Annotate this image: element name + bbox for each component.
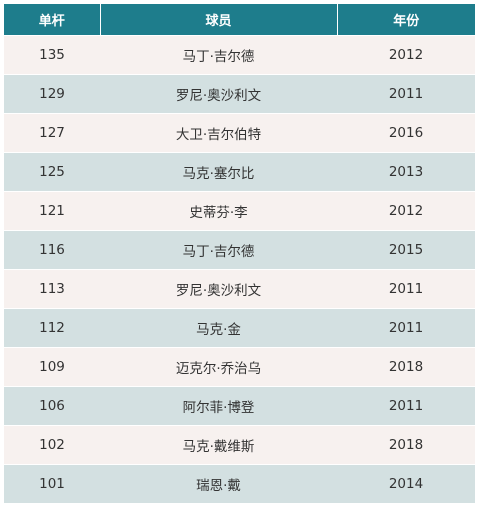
breaks-table: 单杆 球员 年份 135 马丁·吉尔德 2012 129 罗尼·奥沙利文 2011 127 大… bbox=[4, 4, 475, 503]
header-player: 球员 bbox=[100, 4, 338, 36]
cell-player: 罗尼·奥沙利文 bbox=[100, 74, 337, 114]
cell-year: 2012 bbox=[337, 191, 475, 231]
cell-player: 马克·戴维斯 bbox=[100, 425, 337, 465]
table-row: 129 罗尼·奥沙利文 2011 bbox=[4, 74, 475, 114]
cell-score: 101 bbox=[4, 464, 100, 503]
cell-player: 马克·金 bbox=[100, 308, 337, 348]
breaks-table-container: 单杆 球员 年份 135 马丁·吉尔德 2012 129 罗尼·奥沙利文 2011 127 大… bbox=[4, 4, 475, 503]
cell-score: 113 bbox=[4, 269, 100, 309]
cell-score: 109 bbox=[4, 347, 100, 387]
table-row: 101 瑞恩·戴 2014 bbox=[4, 464, 475, 503]
table-row: 127 大卫·吉尔伯特 2016 bbox=[4, 113, 475, 153]
table-row: 113 罗尼·奥沙利文 2011 bbox=[4, 269, 475, 309]
cell-score: 121 bbox=[4, 191, 100, 231]
cell-score: 135 bbox=[4, 35, 100, 75]
cell-year: 2011 bbox=[337, 308, 475, 348]
cell-year: 2018 bbox=[337, 347, 475, 387]
cell-player: 大卫·吉尔伯特 bbox=[100, 113, 337, 153]
cell-year: 2014 bbox=[337, 464, 475, 503]
table-row: 125 马克·塞尔比 2013 bbox=[4, 152, 475, 192]
header-year: 年份 bbox=[337, 4, 475, 36]
cell-score: 116 bbox=[4, 230, 100, 270]
cell-player: 瑞恩·戴 bbox=[100, 464, 337, 503]
table-body: 135 马丁·吉尔德 2012 129 罗尼·奥沙利文 2011 127 大卫·吉尔伯特 201… bbox=[4, 35, 475, 503]
cell-year: 2018 bbox=[337, 425, 475, 465]
cell-year: 2015 bbox=[337, 230, 475, 270]
cell-player: 罗尼·奥沙利文 bbox=[100, 269, 337, 309]
header-score: 单杆 bbox=[4, 4, 101, 36]
table-row: 106 阿尔菲·博登 2011 bbox=[4, 386, 475, 426]
cell-year: 2012 bbox=[337, 35, 475, 75]
cell-score: 112 bbox=[4, 308, 100, 348]
table-row: 102 马克·戴维斯 2018 bbox=[4, 425, 475, 465]
cell-player: 马丁·吉尔德 bbox=[100, 35, 337, 75]
cell-score: 102 bbox=[4, 425, 100, 465]
cell-year: 2011 bbox=[337, 74, 475, 114]
cell-score: 129 bbox=[4, 74, 100, 114]
header-row: 单杆 球员 年份 bbox=[4, 4, 475, 36]
table-row: 116 马丁·吉尔德 2015 bbox=[4, 230, 475, 270]
table-row: 109 迈克尔·乔治乌 2018 bbox=[4, 347, 475, 387]
table-row: 121 史蒂芬·李 2012 bbox=[4, 191, 475, 231]
cell-player: 马克·塞尔比 bbox=[100, 152, 337, 192]
cell-year: 2011 bbox=[337, 269, 475, 309]
table-row: 112 马克·金 2011 bbox=[4, 308, 475, 348]
cell-score: 125 bbox=[4, 152, 100, 192]
cell-score: 106 bbox=[4, 386, 100, 426]
cell-year: 2011 bbox=[337, 386, 475, 426]
cell-year: 2013 bbox=[337, 152, 475, 192]
cell-player: 迈克尔·乔治乌 bbox=[100, 347, 337, 387]
cell-player: 马丁·吉尔德 bbox=[100, 230, 337, 270]
table-header: 单杆 球员 年份 bbox=[4, 4, 475, 36]
cell-score: 127 bbox=[4, 113, 100, 153]
cell-player: 阿尔菲·博登 bbox=[100, 386, 337, 426]
cell-year: 2016 bbox=[337, 113, 475, 153]
table-row: 135 马丁·吉尔德 2012 bbox=[4, 35, 475, 75]
cell-player: 史蒂芬·李 bbox=[100, 191, 337, 231]
